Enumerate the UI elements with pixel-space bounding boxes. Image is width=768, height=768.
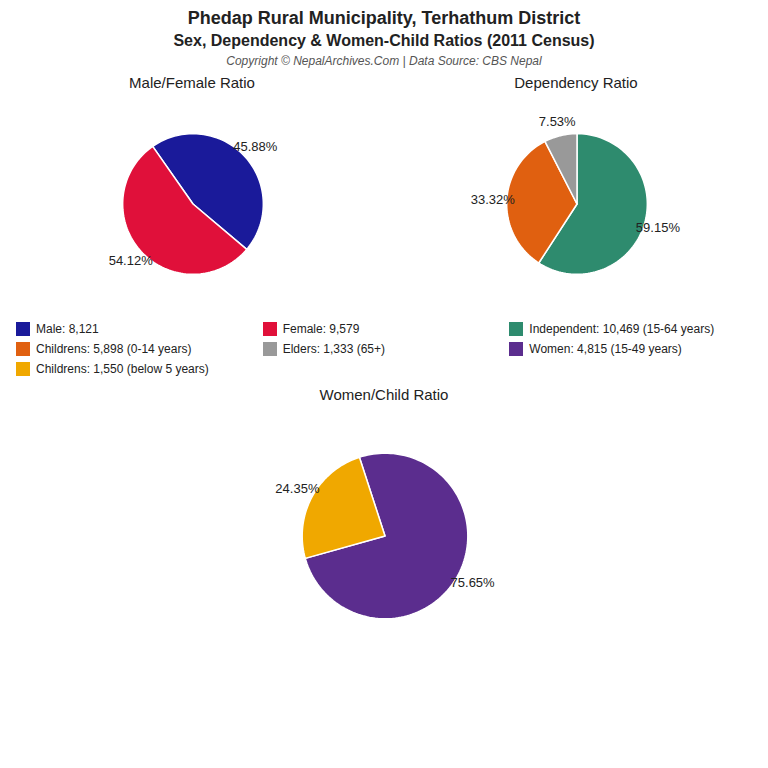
html-text:Women: 4,815 (15-49 years): Women: 4,815 (15-49 years): [529, 342, 682, 356]
html-text:Women/Child Ratio: Women/Child Ratio: [319, 386, 449, 403]
html-text:Female: 9,579: Female: 9,579: [282, 322, 360, 336]
html-text:Independent: 10,469 (15-64 yea: Independent: 10,469 (15-64 years): [529, 322, 715, 336]
html-text:Dependency Ratio: Dependency Ratio: [514, 74, 638, 91]
html-text:Childrens: 1,550 (below 5 year: Childrens: 1,550 (below 5 years): [36, 362, 209, 376]
svg-text:45.88%: 45.88%: [233, 139, 278, 154]
html-text:Sex, Dependency & Women-Child: Sex, Dependency & Women-Child Ratios (20…: [173, 32, 595, 49]
html-text:Copyright © NepalArchives.Com: Copyright © NepalArchives.Com | Data Sou…: [226, 54, 542, 68]
svg-text:24.35%: 24.35%: [275, 481, 320, 496]
html-text:Male: 8,121: Male: 8,121: [36, 322, 99, 336]
svg-text:59.15%: 59.15%: [635, 220, 680, 235]
svg-text:75.65%: 75.65%: [450, 575, 495, 590]
html-text:Childrens: 5,898 (0-14 years): Childrens: 5,898 (0-14 years): [36, 342, 192, 356]
html-text:Male/Female Ratio: Male/Female Ratio: [129, 74, 255, 91]
html-text:Phedap Rural Municipality, Ter: Phedap Rural Municipality, Terhathum Dis…: [187, 8, 581, 28]
svg-text:33.32%: 33.32%: [470, 192, 515, 207]
svg-text:7.53%: 7.53%: [538, 114, 575, 129]
svg-text:54.12%: 54.12%: [108, 253, 153, 268]
html-text:Elders: 1,333 (65+): Elders: 1,333 (65+): [282, 342, 386, 356]
